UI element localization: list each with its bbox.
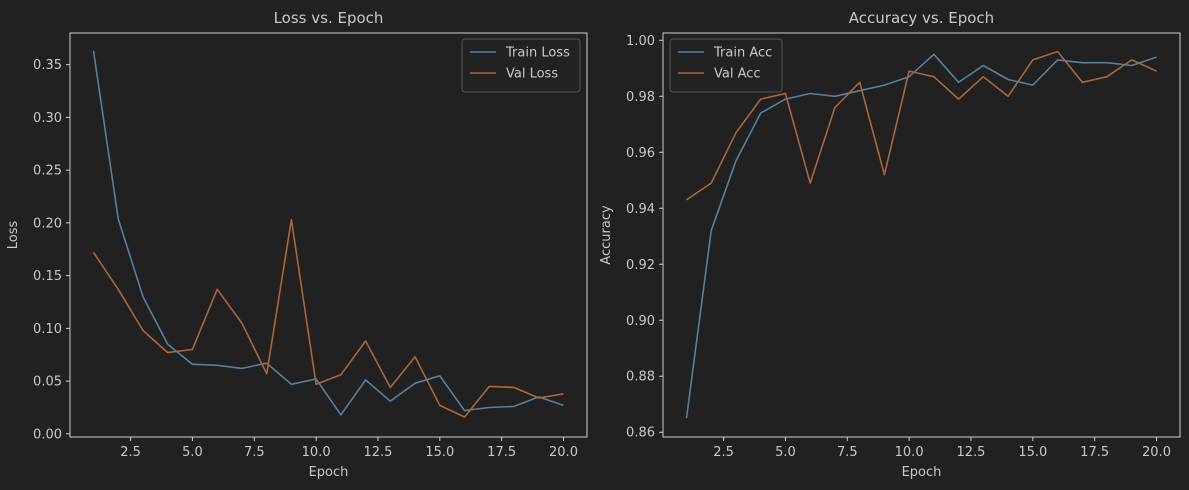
x-tick-label: 20.0	[549, 445, 578, 460]
y-tick-label: 0.25	[33, 164, 62, 179]
y-tick-label: 0.92	[626, 258, 655, 273]
x-tick-label: 7.5	[244, 445, 265, 460]
legend: Train Acc Val Acc	[669, 38, 783, 93]
x-tick-label: 10.0	[895, 445, 924, 460]
x-tick-label: 15.0	[1018, 445, 1047, 460]
series-line-val-loss	[92, 218, 564, 418]
x-tick-label: 12.5	[956, 445, 985, 460]
y-tick-label: 0.30	[33, 111, 62, 126]
x-tick-label: 5.0	[182, 445, 203, 460]
x-axis-label: Epoch	[902, 465, 942, 480]
x-axis-label: Epoch	[309, 465, 349, 480]
y-tick-label: 0.94	[626, 202, 655, 217]
x-tick-label: 2.5	[120, 445, 141, 460]
y-tick-label: 0.20	[33, 216, 62, 231]
y-tick-label: 0.05	[33, 375, 62, 390]
legend-label: Val Acc	[714, 67, 761, 82]
x-tick-label: 17.5	[1080, 445, 1109, 460]
y-tick-label: 1.00	[626, 34, 655, 49]
y-tick-label: 0.98	[626, 90, 655, 105]
y-axis-label: Loss	[6, 221, 21, 250]
y-tick-label: 0.10	[33, 322, 62, 337]
y-tick-label: 0.96	[626, 146, 655, 161]
y-tick-label: 0.88	[626, 370, 655, 385]
loss-chart: Loss vs. Epoch 2.5 5.0 7.5 10.0 12.5 15.0 17.5 2…	[6, 9, 588, 480]
axes-frame	[662, 32, 1181, 438]
series-line-train-loss	[92, 50, 564, 416]
axes-frame	[69, 32, 588, 438]
y-tick-label: 0.86	[626, 426, 655, 441]
x-tick-label: 5.0	[775, 445, 796, 460]
series-line-val-acc	[686, 50, 1157, 201]
y-tick-label: 0.35	[33, 58, 62, 73]
x-tick-label: 17.5	[487, 445, 516, 460]
series-line-train-acc	[685, 53, 1157, 419]
y-tick-label: 0.90	[626, 314, 655, 329]
x-tick-label: 12.5	[363, 445, 392, 460]
x-tick-label: 10.0	[302, 445, 331, 460]
legend: Train Loss Val Loss	[461, 38, 581, 93]
y-axis-label: Accuracy	[599, 205, 614, 265]
x-tick-label: 20.0	[1142, 445, 1171, 460]
x-tick-label: 7.5	[837, 445, 858, 460]
x-tick-label: 15.0	[425, 445, 454, 460]
legend-label: Val Loss	[506, 67, 558, 82]
chart-title: Accuracy vs. Epoch	[849, 9, 994, 27]
accuracy-chart: Accuracy vs. Epoch 2.5 5.0 7.5 10.0 12.5 15.0 1…	[599, 9, 1181, 480]
y-tick-label: 0.15	[33, 269, 62, 284]
chart-title: Loss vs. Epoch	[274, 9, 384, 27]
x-tick-label: 2.5	[713, 445, 734, 460]
y-tick-label: 0.00	[33, 427, 62, 442]
legend-label: Train Loss	[505, 46, 570, 61]
legend-label: Train Acc	[713, 46, 772, 61]
